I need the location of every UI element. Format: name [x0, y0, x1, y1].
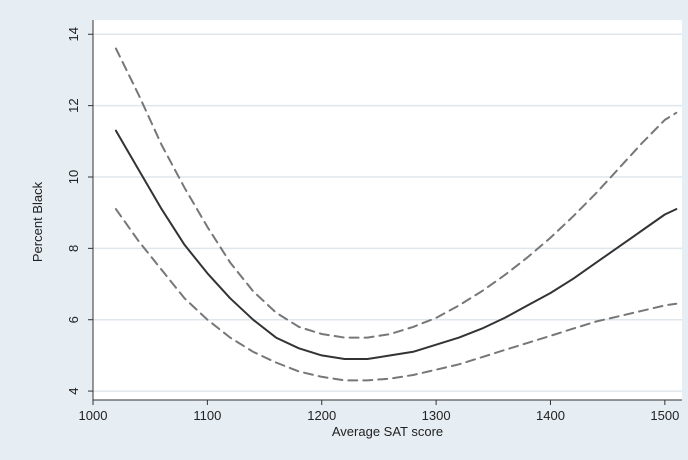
x-tick-label-1200: 1200 — [307, 408, 336, 423]
x-tick-label-1400: 1400 — [536, 408, 565, 423]
x-tick-label-1500: 1500 — [650, 408, 679, 423]
fit-line-0 — [114, 129, 678, 360]
y-tick-label-6: 6 — [66, 316, 81, 323]
y-tick-label-14: 14 — [66, 27, 81, 41]
x-tick-label-1300: 1300 — [422, 408, 451, 423]
y-tick-label-4: 4 — [66, 387, 81, 394]
plot-layer: 4 6 8 10 12 14 1000 1100 1200 1300 1400 1500 — [66, 20, 682, 423]
x-tick-label-1000: 1000 — [79, 408, 108, 423]
x-axis-title: Average SAT score — [332, 424, 443, 439]
ci-line-2 — [114, 208, 678, 382]
y-tick-label-12: 12 — [66, 98, 81, 112]
y-tick-label-10: 10 — [66, 170, 81, 184]
plot-area — [93, 20, 682, 400]
y-tick-label-8: 8 — [66, 245, 81, 252]
ci-line-1 — [114, 47, 678, 339]
y-axis-title: Percent Black — [30, 181, 45, 262]
x-tick-label-1100: 1100 — [193, 408, 221, 423]
